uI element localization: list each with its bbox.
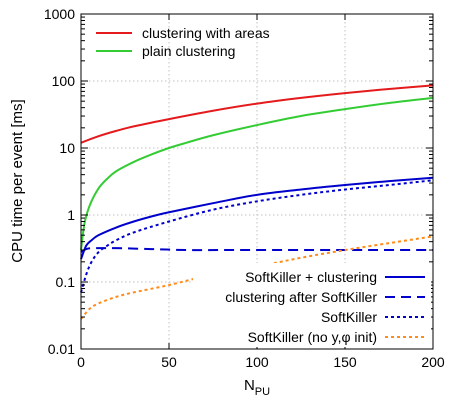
y-tick-label: 0.01 — [48, 341, 75, 357]
x-tick-label: 50 — [161, 354, 177, 370]
legend-label-0: clustering with areas — [142, 25, 270, 41]
x-axis-label: NPU — [244, 377, 270, 398]
y-tick-label: 1000 — [44, 6, 75, 22]
y-tick-label: 100 — [52, 73, 76, 89]
series-line-0 — [80, 84, 434, 144]
legend-label-5: SoftKiller (no y,φ init) — [248, 329, 377, 345]
y-tick-label: 0.1 — [56, 274, 76, 290]
legend-label-2: SoftKiller + clustering — [245, 269, 377, 285]
legend-label-4: SoftKiller — [321, 309, 377, 325]
x-tick-label: 200 — [421, 354, 445, 370]
legend: clustering with areas plain clustering Sof… — [96, 25, 431, 347]
legend-top-left: clustering with areas plain clustering — [96, 25, 270, 59]
x-tick-label: 0 — [77, 354, 85, 370]
series-lines — [80, 84, 434, 320]
x-axis-label-subscript: PU — [255, 386, 270, 398]
axis-ticks: 0 50 100 150 200 0.01 0.1 1 10 100 1000 — [44, 6, 445, 370]
legend-label-1: plain clustering — [142, 43, 235, 59]
legend-label-3: clustering after SoftKiller — [225, 289, 377, 305]
legend-bottom-right: SoftKiller + clustering clustering after … — [193, 263, 431, 347]
x-tick-label: 150 — [333, 354, 357, 370]
series-line-2 — [80, 176, 434, 260]
y-tick-label: 1 — [67, 207, 75, 223]
x-tick-label: 100 — [245, 354, 269, 370]
series-line-1 — [80, 96, 434, 251]
y-axis-label: CPU time per event [ms] — [9, 99, 26, 262]
y-tick-label: 10 — [59, 140, 75, 156]
